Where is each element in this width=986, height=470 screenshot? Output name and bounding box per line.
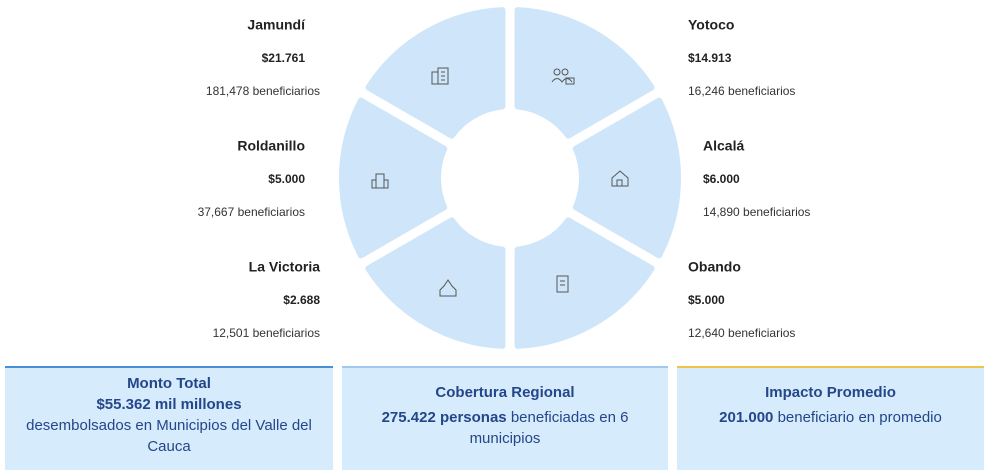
municipality-amount: $2.688 [283, 293, 320, 307]
municipality-name: Yotoco [688, 17, 734, 33]
ring-segment [514, 7, 655, 139]
ring [339, 7, 681, 349]
municipality-name: Obando [688, 259, 741, 275]
card-highlight: 201.000 [719, 409, 774, 426]
card: Cobertura Regional 275.422 personas bene… [342, 366, 668, 470]
card-highlight: 275.422 personas [381, 409, 507, 426]
municipality-amount: $5.000 [268, 172, 305, 186]
ring-segment [365, 7, 506, 139]
municipality-name: La Victoria [249, 259, 321, 275]
municipality-name: Alcalá [703, 138, 744, 154]
card-title: Cobertura Regional [435, 384, 575, 401]
card: Impacto Promedio 201.000 beneficiario en… [677, 366, 984, 470]
municipality-amount: $21.761 [262, 51, 306, 65]
municipality-amount: $14.913 [688, 51, 732, 65]
card-text: beneficiario en promedio [777, 409, 942, 426]
municipality-amount: $6.000 [703, 172, 740, 186]
municipality-beneficiaries: 14,890 beneficiarios [703, 205, 810, 219]
icon-church [439, 279, 457, 297]
icon-tower [556, 275, 569, 293]
municipality-beneficiaries: 37,667 beneficiarios [198, 205, 305, 219]
municipality-name: Jamundí [247, 17, 306, 33]
icon-house [611, 170, 629, 187]
ring-segment [572, 97, 681, 259]
card-title: Impacto Promedio [765, 384, 896, 401]
card-title: Monto Total [127, 375, 211, 392]
municipality-amount: $5.000 [688, 293, 725, 307]
icon-people [551, 68, 575, 85]
icon-building [371, 173, 389, 189]
diagram: Jamundí $21.761 181,478 beneficiarios Yotoc… [198, 7, 811, 349]
card: Monto Total $55.362 mil millones desembo… [5, 366, 333, 470]
municipality-beneficiaries: 12,640 beneficiarios [688, 326, 795, 340]
ring-segment [339, 97, 448, 259]
municipality-beneficiaries: 16,246 beneficiarios [688, 84, 795, 98]
card-text: beneficiadas en 6 municipios [469, 409, 629, 447]
icon-buildings [431, 67, 449, 85]
icons [371, 67, 629, 297]
card-highlight: $55.362 mil millones [96, 396, 242, 413]
card-text: desembolsados en Municipios del Valle de… [26, 417, 312, 455]
ring-segment [514, 217, 655, 349]
ring-segment [365, 217, 506, 349]
municipality-name: Roldanillo [237, 138, 305, 154]
municipality-beneficiaries: 12,501 beneficiarios [213, 326, 320, 340]
labels: Jamundí $21.761 181,478 beneficiarios Yotoc… [198, 17, 811, 340]
municipality-beneficiaries: 181,478 beneficiarios [206, 84, 320, 98]
